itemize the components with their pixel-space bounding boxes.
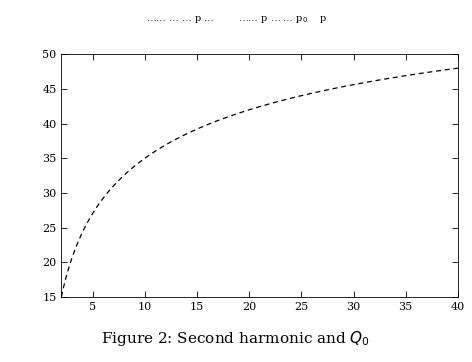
Text: $\ldots\ldots$ $\ldots$ $\ldots$ p $\ldots$        $\ldots\ldots$ p $\ldots$ $\l: $\ldots\ldots$ $\ldots$ $\ldots$ p $\ldo… [145,14,327,25]
Text: Figure 2: Second harmonic and $Q_0$: Figure 2: Second harmonic and $Q_0$ [101,329,371,348]
